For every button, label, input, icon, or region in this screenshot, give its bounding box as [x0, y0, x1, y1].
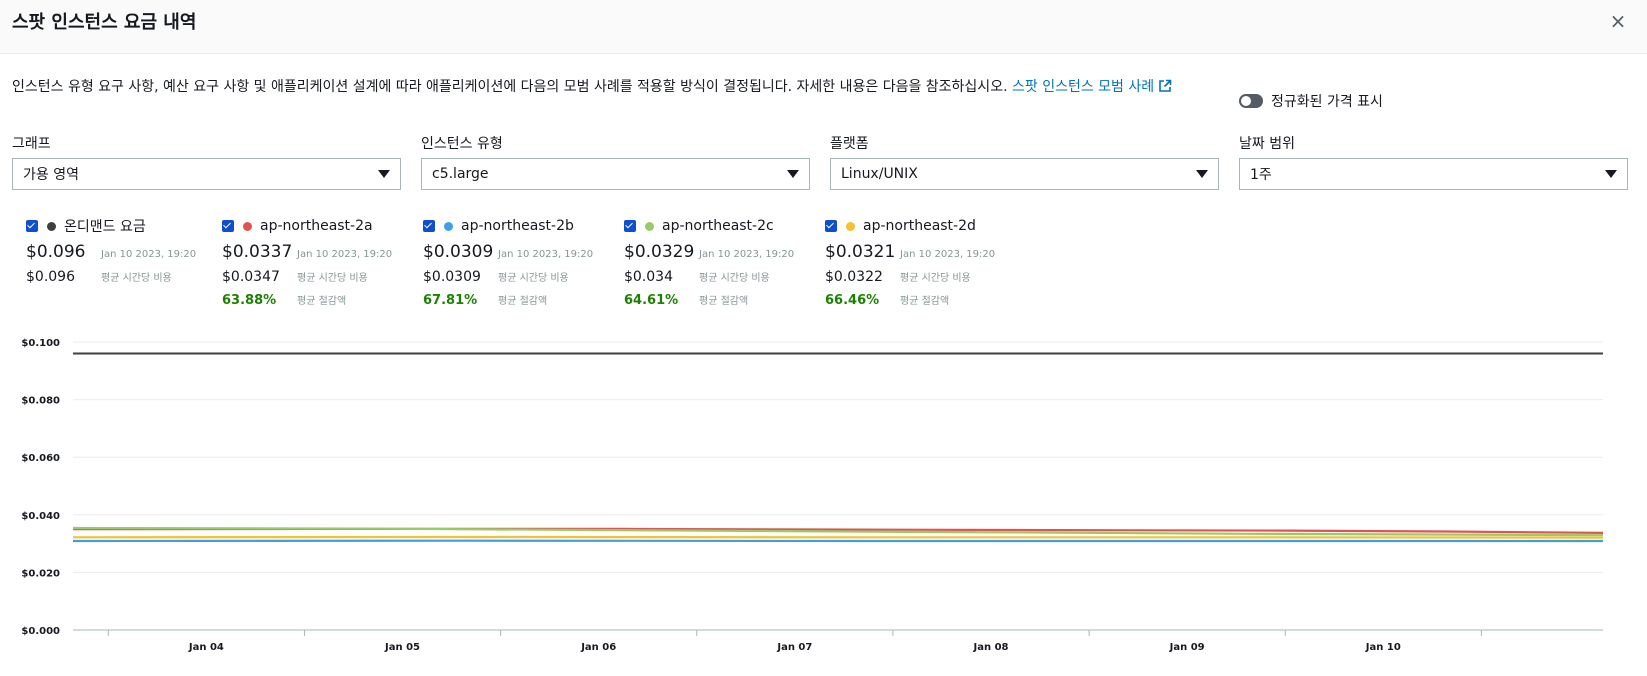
platform-label: 플랫폼: [830, 136, 869, 152]
y-tick-label: $0.100: [21, 338, 60, 349]
platform-select-value: Linux/UNIX: [841, 166, 918, 182]
price-timestamp: Jan 10 2023, 19:20: [900, 249, 996, 260]
price-history-chart: $0.000 $0.020 $0.040 $0.060 $0.080 $0.100 Jan …: [0, 315, 1647, 676]
x-tick-label: Jan 04: [188, 642, 224, 653]
series-checkbox[interactable]: [825, 220, 837, 232]
series-name: 온디맨드 요금: [64, 219, 146, 235]
graph-label: 그래프: [12, 136, 51, 152]
x-tick-label: Jan 10: [1365, 642, 1401, 653]
price-timestamp: Jan 10 2023, 19:20: [101, 249, 197, 260]
current-price: $0.0321: [825, 242, 896, 262]
description: 인스턴스 유형 요구 사항, 예산 요구 사항 및 애플리케이션 설계에 따라 …: [12, 76, 1222, 98]
avg-savings: 67.81%: [423, 293, 478, 308]
modal-title: 스팟 인스턴스 요금 내역: [12, 12, 197, 33]
best-practices-link[interactable]: 스팟 인스턴스 모범 사례: [1012, 79, 1172, 95]
price-timestamp: Jan 10 2023, 19:20: [297, 249, 393, 260]
series-name: ap-northeast-2a: [260, 218, 373, 234]
avg-price: $0.0309: [423, 269, 481, 285]
best-practices-link-text[interactable]: 스팟 인스턴스 모범 사례: [1011, 79, 1155, 95]
x-tick-label: Jan 06: [580, 642, 616, 653]
avg-savings-label: 평균 절감액: [699, 296, 749, 307]
series-checkbox[interactable]: [624, 220, 636, 232]
caret-down-icon: [378, 170, 390, 178]
avg-price-label: 평균 시간당 비용: [498, 273, 569, 284]
y-tick-label: $0.060: [21, 453, 60, 464]
y-tick-label: $0.000: [21, 626, 60, 637]
date-range-select-value: 1주: [1250, 167, 1272, 183]
series-line: [72, 535, 1604, 539]
avg-savings-label: 평균 절감액: [498, 296, 548, 307]
external-link-icon: [1158, 78, 1172, 92]
avg-price-label: 평균 시간당 비용: [101, 273, 172, 284]
instance-type-label: 인스턴스 유형: [421, 136, 503, 152]
graph-field: 그래프 가용 영역: [12, 134, 401, 190]
instance-type-field: 인스턴스 유형 c5.large: [421, 134, 810, 190]
series-color-dot: [243, 221, 252, 231]
legend-ap-northeast-2a: ap-northeast-2a $0.0337 Jan 10 2023, 19:2…: [222, 216, 412, 308]
date-range-select[interactable]: 1주: [1239, 158, 1628, 190]
close-icon[interactable]: ×: [1609, 9, 1627, 33]
series-color-dot: [47, 221, 56, 231]
legend-ap-northeast-2c: ap-northeast-2c $0.0329 Jan 10 2023, 19:2…: [624, 216, 814, 308]
avg-savings-label: 평균 절감액: [297, 296, 347, 307]
x-tick-label: Jan 07: [776, 642, 812, 653]
current-price: $0.0309: [423, 242, 494, 262]
avg-price: $0.0322: [825, 269, 883, 285]
current-price: $0.096: [26, 242, 86, 262]
price-timestamp: Jan 10 2023, 19:20: [498, 249, 594, 260]
graph-select-value: 가용 영역: [23, 167, 79, 183]
avg-price-label: 평균 시간당 비용: [699, 273, 770, 284]
series-name: ap-northeast-2d: [863, 218, 976, 234]
graph-select[interactable]: 가용 영역: [12, 158, 401, 190]
instance-type-select[interactable]: c5.large: [421, 158, 810, 190]
series-checkbox[interactable]: [26, 220, 38, 232]
caret-down-icon: [787, 170, 799, 178]
platform-field: 플랫폼 Linux/UNIX: [830, 134, 1219, 190]
normalized-price-toggle[interactable]: 정규화된 가격 표시: [1239, 91, 1383, 111]
series-name: ap-northeast-2b: [461, 218, 574, 234]
caret-down-icon: [1196, 170, 1208, 178]
current-price: $0.0329: [624, 242, 695, 262]
y-tick-label: $0.040: [21, 511, 60, 522]
y-tick-label: $0.020: [21, 568, 60, 579]
chart-svg: $0.000 $0.020 $0.040 $0.060 $0.080 $0.100 Jan …: [21, 338, 1604, 653]
x-tick-label: Jan 05: [384, 642, 420, 653]
series-color-dot: [645, 221, 654, 231]
toggle-switch[interactable]: [1239, 94, 1263, 108]
avg-savings: 66.46%: [825, 293, 880, 308]
legend-on-demand: 온디맨드 요금 $0.096 Jan 10 2023, 19:20 $0.096 평…: [26, 216, 216, 285]
x-tick-label: Jan 08: [973, 642, 1009, 653]
avg-price: $0.096: [26, 269, 75, 285]
caret-down-icon: [1605, 170, 1617, 178]
avg-price: $0.0347: [222, 269, 280, 285]
price-timestamp: Jan 10 2023, 19:20: [699, 249, 795, 260]
y-tick-label: $0.080: [21, 396, 60, 407]
avg-savings: 64.61%: [624, 293, 679, 308]
current-price: $0.0337: [222, 242, 293, 262]
series-line: [72, 526, 1604, 537]
toggle-label: 정규화된 가격 표시: [1271, 94, 1383, 110]
instance-type-select-value: c5.large: [432, 166, 489, 182]
series-color-dot: [846, 221, 855, 231]
avg-price-label: 평균 시간당 비용: [297, 273, 368, 284]
date-range-field: 날짜 범위 1주: [1239, 134, 1628, 190]
avg-savings: 63.88%: [222, 293, 277, 308]
series-checkbox[interactable]: [222, 220, 234, 232]
series-name: ap-northeast-2c: [662, 218, 774, 234]
legend-ap-northeast-2b: ap-northeast-2b $0.0309 Jan 10 2023, 19:2…: [423, 216, 613, 308]
series-color-dot: [444, 221, 453, 231]
x-tick-label: Jan 09: [1169, 642, 1205, 653]
legend-ap-northeast-2d: ap-northeast-2d $0.0321 Jan 10 2023, 19:2…: [825, 216, 1015, 308]
platform-select[interactable]: Linux/UNIX: [830, 158, 1219, 190]
avg-price: $0.034: [624, 269, 673, 285]
series-checkbox[interactable]: [423, 220, 435, 232]
description-text: 인스턴스 유형 요구 사항, 예산 요구 사항 및 애플리케이션 설계에 따라 …: [12, 79, 1012, 95]
avg-price-label: 평균 시간당 비용: [900, 273, 971, 284]
avg-savings-label: 평균 절감액: [900, 296, 950, 307]
modal-header: 스팟 인스턴스 요금 내역 ×: [0, 0, 1647, 54]
date-range-label: 날짜 범위: [1239, 136, 1295, 152]
